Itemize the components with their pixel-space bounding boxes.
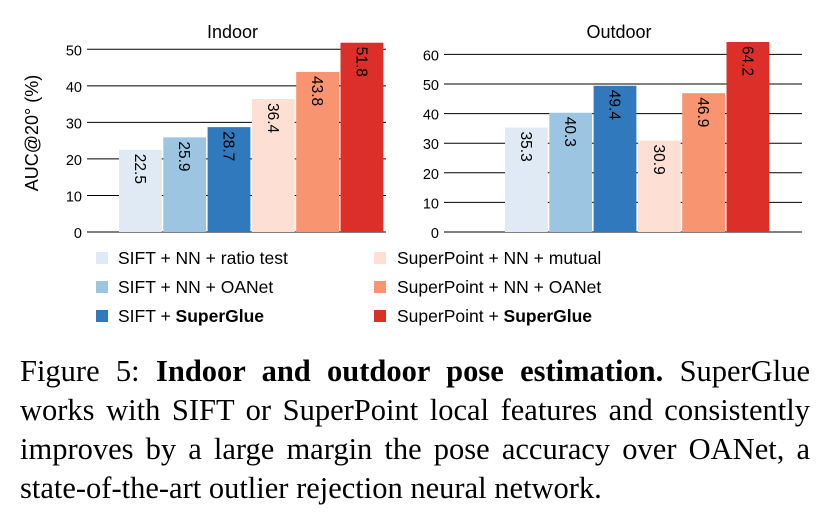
caption-label: Figure 5: (20, 354, 140, 388)
bar-value-label: 35.3 (517, 132, 534, 162)
y-tick-label: 50 (423, 78, 439, 94)
legend-item: SIFT + SuperGlue (96, 306, 264, 326)
pose-estimation-figure: 0 10 20 30 40 50 Indoor 22.5 25.9 28.7 36.4 43.8 51.… (22, 22, 802, 326)
y-tick-label: 0 (74, 226, 82, 242)
bar-value-label: 64.2 (738, 46, 755, 76)
y-tick-label: 40 (66, 80, 82, 96)
bar-value-label: 40.3 (561, 117, 578, 147)
legend-item: SuperPoint + NN + mutual (374, 248, 601, 268)
legend-label: SuperPoint + NN + mutual (397, 248, 601, 268)
legend-item: SIFT + NN + ratio test (96, 248, 288, 268)
legend-swatch (374, 310, 386, 322)
legend-swatch (96, 310, 108, 322)
y-tick-label: 50 (66, 43, 82, 59)
y-axis-label: AUC@20° (%) (22, 75, 42, 192)
bar-value-label: 46.9 (694, 97, 711, 127)
y-tick-label: 10 (66, 189, 82, 205)
bar-value-label: 22.5 (131, 154, 148, 184)
y-tick-label: 30 (66, 116, 82, 132)
y-tick-label: 40 (423, 108, 439, 124)
bar (682, 93, 725, 233)
bar-value-label: 43.8 (308, 76, 325, 106)
legend-swatch (96, 281, 108, 293)
figure-caption: Figure 5: Indoor and outdoor pose estima… (20, 352, 810, 508)
panel-outdoor: 0 10 20 30 40 50 60 Outdoor 35.3 40.3 49.4 30.9 46.9… (423, 22, 802, 242)
panel-title: Outdoor (586, 22, 651, 42)
legend-label: SuperPoint + NN + OANet (397, 277, 601, 297)
bar-value-label: 49.4 (606, 90, 623, 121)
bar (505, 127, 548, 232)
bar (207, 127, 251, 232)
bar-value-label: 30.9 (650, 145, 667, 175)
legend-swatch (374, 252, 386, 264)
legend-label: SIFT + SuperGlue (118, 306, 264, 326)
y-tick-label: 60 (423, 48, 439, 64)
bar-value-label: 25.9 (175, 141, 192, 171)
y-tick-label: 0 (431, 226, 439, 242)
legend-item: SuperPoint + SuperGlue (374, 306, 592, 326)
legend-label: SIFT + NN + ratio test (118, 248, 288, 268)
legend-item: SuperPoint + NN + OANet (374, 277, 601, 297)
y-tick-label: 20 (66, 153, 82, 169)
legend: SIFT + NN + ratio test SIFT + NN + OANet S… (96, 248, 601, 326)
bar (593, 85, 637, 232)
y-tick-label: 30 (423, 137, 439, 153)
legend-swatch (96, 252, 108, 264)
bar (163, 137, 207, 232)
legend-label: SIFT + NN + OANet (118, 277, 273, 297)
bar (251, 99, 295, 232)
bar-value-label: 51.8 (352, 47, 369, 77)
bar (296, 71, 339, 232)
bar (340, 42, 384, 232)
bar-value-label: 28.7 (220, 131, 237, 161)
bar (726, 42, 770, 232)
bar (637, 140, 681, 232)
y-tick-label: 20 (423, 167, 439, 183)
caption-text: SuperGlue works with SIFT or SuperPoint … (20, 354, 811, 505)
legend-swatch (374, 281, 386, 293)
panel-indoor: 0 10 20 30 40 50 Indoor 22.5 25.9 28.7 36.4 43.8 51.… (66, 22, 386, 242)
legend-item: SIFT + NN + OANet (96, 277, 273, 297)
bar (549, 112, 593, 232)
bar-value-label: 36.4 (264, 103, 281, 134)
legend-label: SuperPoint + SuperGlue (397, 306, 592, 326)
caption-title: Indoor and outdoor pose estimation. (155, 354, 664, 388)
y-tick-label: 10 (423, 196, 439, 212)
bar (119, 149, 162, 232)
panel-title: Indoor (207, 22, 258, 42)
